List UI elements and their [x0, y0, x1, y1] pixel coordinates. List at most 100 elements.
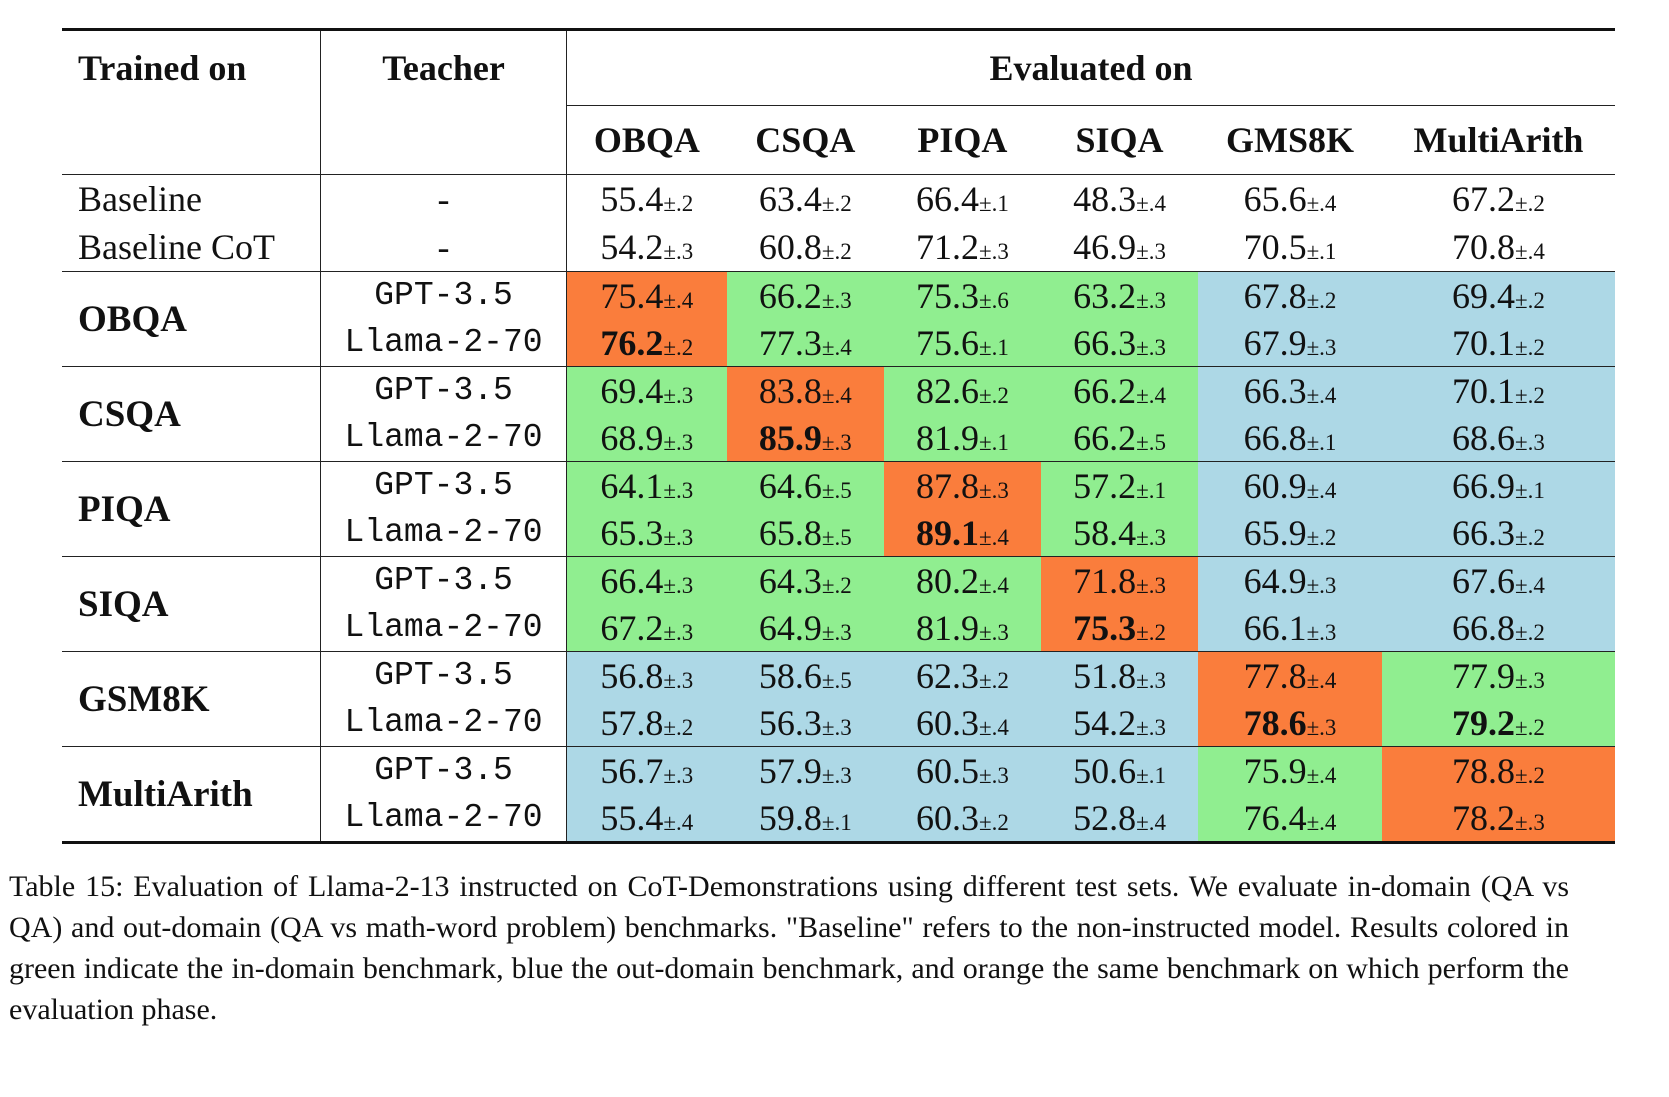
- table-cell-value: 57.8±.2: [566, 699, 727, 747]
- cell-std: ±.3: [1306, 619, 1337, 645]
- table-cell-value: 52.8±.4: [1040, 794, 1199, 843]
- table-row: Llama-2-70 57.8±.2 56.3±.3 60.3±.4 54.2±.3 78…: [62, 699, 1615, 747]
- table-cell-value: 66.3±.4: [1198, 366, 1382, 414]
- table-cell-value: 63.4±.2: [726, 174, 884, 223]
- table-cell-value: 66.1±.3: [1198, 604, 1382, 652]
- cell-number: 66.2: [1073, 370, 1137, 411]
- table-cell-value: 76.2±.2: [566, 319, 727, 367]
- cell-number: 50.6: [1073, 750, 1137, 791]
- cell-std: ±.3: [1306, 572, 1337, 598]
- teacher-cell: GPT-3.5: [320, 271, 567, 319]
- cell-number: 70.1: [1452, 370, 1516, 411]
- cell-std: ±.4: [821, 382, 852, 408]
- table-cell-value: 75.4±.4: [566, 271, 727, 319]
- cell-number: 66.2: [758, 275, 822, 316]
- table-row: Llama-2-70 67.2±.3 64.9±.3 81.9±.3 75.3±.2 66…: [62, 604, 1615, 652]
- cell-std: ±.3: [821, 287, 852, 313]
- cell-number: 54.2: [1073, 702, 1137, 743]
- cell-std: ±.3: [978, 239, 1009, 264]
- table-cell-value: 85.9±.3: [726, 414, 884, 462]
- teacher-cell: Llama-2-70: [320, 794, 567, 843]
- cell-std: ±.1: [821, 809, 852, 835]
- cell-number: 66.8: [1243, 417, 1307, 458]
- table-cell-value: 57.9±.3: [726, 746, 884, 794]
- cell-std: ±.3: [1136, 714, 1166, 740]
- cell-number: 65.3: [600, 512, 664, 553]
- cell-number: 66.3: [1243, 370, 1307, 411]
- table-row: Llama-2-70 76.2±.2 77.3±.4 75.6±.1 66.3±.3 67…: [62, 319, 1615, 367]
- cell-number: 60.3: [915, 797, 979, 838]
- table-cell-value: 81.9±.3: [883, 604, 1041, 652]
- table-cell-value: 46.9±.3: [1041, 223, 1198, 272]
- cell-number: 66.9: [1452, 465, 1516, 506]
- table-cell-value: 63.2±.3: [1040, 271, 1199, 319]
- results-table-container: Trained on Teacher Evaluated on OBQA CSQ…: [62, 28, 1615, 844]
- table-cell-value: 48.3±.4: [1040, 174, 1199, 223]
- cell-std: ±.2: [1306, 524, 1337, 550]
- cell-std: ±.3: [1515, 809, 1545, 835]
- cell-number: 59.8: [758, 797, 822, 838]
- cell-std: ±.2: [1515, 714, 1545, 740]
- cell-number: 70.8: [1452, 227, 1516, 267]
- table-cell-value: 71.2±.3: [884, 223, 1041, 272]
- cell-number: 66.2: [1073, 417, 1137, 458]
- header-blank-1: [62, 105, 322, 175]
- cell-number: 58.6: [758, 655, 822, 696]
- cell-std: ±.3: [663, 382, 694, 408]
- table-cell-value: 64.9±.3: [726, 604, 884, 652]
- cell-number: 62.3: [915, 655, 979, 696]
- cell-std: ±.4: [821, 334, 852, 360]
- header-benchmark: MultiArith: [1381, 105, 1615, 175]
- cell-number: 67.9: [1243, 322, 1307, 363]
- cell-std: ±.4: [1306, 667, 1337, 693]
- cell-number: 71.2: [915, 227, 979, 267]
- table-cell-value: 56.7±.3: [566, 746, 727, 794]
- teacher-cell: GPT-3.5: [320, 366, 567, 414]
- cell-std: ±.3: [1306, 334, 1337, 360]
- cell-std: ±.1: [1306, 239, 1337, 264]
- table-cell-value: 68.6±.3: [1381, 414, 1615, 462]
- table-cell-value: 60.8±.2: [727, 223, 884, 272]
- teacher-cell: Llama-2-70: [320, 604, 567, 652]
- trained-on-label: CSQA: [62, 366, 322, 462]
- cell-number: 68.9: [600, 417, 664, 458]
- header-benchmark: OBQA: [566, 105, 727, 175]
- table-cell-value: 70.1±.2: [1381, 366, 1615, 414]
- cell-std: ±.4: [663, 809, 694, 835]
- baseline-label: Baseline: [62, 174, 322, 223]
- table-body: Baseline -55.4±.2 63.4±.2 66.4±.1 48.3±.4 65.…: [62, 174, 1615, 843]
- teacher-cell: -: [320, 174, 567, 223]
- table-cell-value: 64.1±.3: [566, 461, 727, 509]
- cell-number: 57.2: [1073, 465, 1137, 506]
- table-cell-value: 70.8±.4: [1382, 223, 1615, 272]
- cell-number: 56.3: [758, 702, 822, 743]
- cell-number: 67.2: [1452, 179, 1516, 219]
- table-cell-value: 87.8±.3: [883, 461, 1041, 509]
- table-cell-value: 64.3±.2: [726, 556, 884, 604]
- cell-std: ±.3: [663, 667, 694, 693]
- table-cell-value: 67.9±.3: [1198, 319, 1382, 367]
- cell-number: 64.9: [1243, 560, 1307, 601]
- cell-std: ±.4: [663, 287, 694, 313]
- cell-std: ±.3: [1515, 429, 1545, 455]
- cell-number: 65.8: [758, 512, 822, 553]
- trained-on-label: SIQA: [62, 556, 322, 652]
- header-evaluated-on: Evaluated on: [989, 48, 1193, 88]
- table-cell-value: 76.4±.4: [1198, 794, 1382, 843]
- cell-std: ±.4: [978, 524, 1009, 550]
- header-benchmark: GMS8K: [1198, 105, 1382, 175]
- cell-std: ±.4: [1306, 191, 1337, 216]
- cell-number: 78.2: [1452, 797, 1516, 838]
- cell-std: ±.4: [1306, 809, 1337, 835]
- table-row: Llama-2-70 68.9±.3 85.9±.3 81.9±.1 66.2±.5 66…: [62, 414, 1615, 462]
- table-row: CSQA GPT-3.5 69.4±.3 83.8±.4 82.6±.2 66.2±.4 6…: [62, 366, 1615, 462]
- table-cell-value: 60.3±.2: [883, 794, 1041, 843]
- cell-number: 64.6: [758, 465, 822, 506]
- trained-on-label: PIQA: [62, 461, 322, 557]
- table-cell-value: 54.2±.3: [566, 223, 726, 272]
- cell-std: ±.4: [1515, 239, 1545, 264]
- cell-number: 66.3: [1452, 512, 1516, 553]
- cell-number: 75.9: [1243, 750, 1307, 791]
- table-cell-value: 56.8±.3: [566, 651, 727, 699]
- table-row: PIQA GPT-3.5 64.1±.3 64.6±.5 87.8±.3 57.2±.1 6…: [62, 461, 1615, 557]
